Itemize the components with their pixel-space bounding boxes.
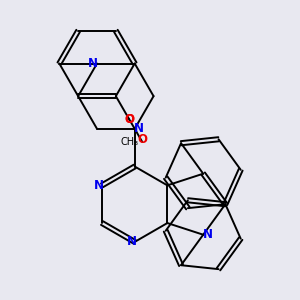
- Text: CH₃: CH₃: [120, 137, 139, 147]
- Text: N: N: [127, 236, 137, 248]
- Text: N: N: [94, 179, 104, 192]
- Text: N: N: [134, 122, 144, 135]
- Text: O: O: [124, 112, 134, 125]
- Text: O: O: [137, 133, 147, 146]
- Text: O: O: [124, 112, 134, 125]
- Text: N: N: [203, 228, 213, 241]
- Text: N: N: [88, 57, 98, 70]
